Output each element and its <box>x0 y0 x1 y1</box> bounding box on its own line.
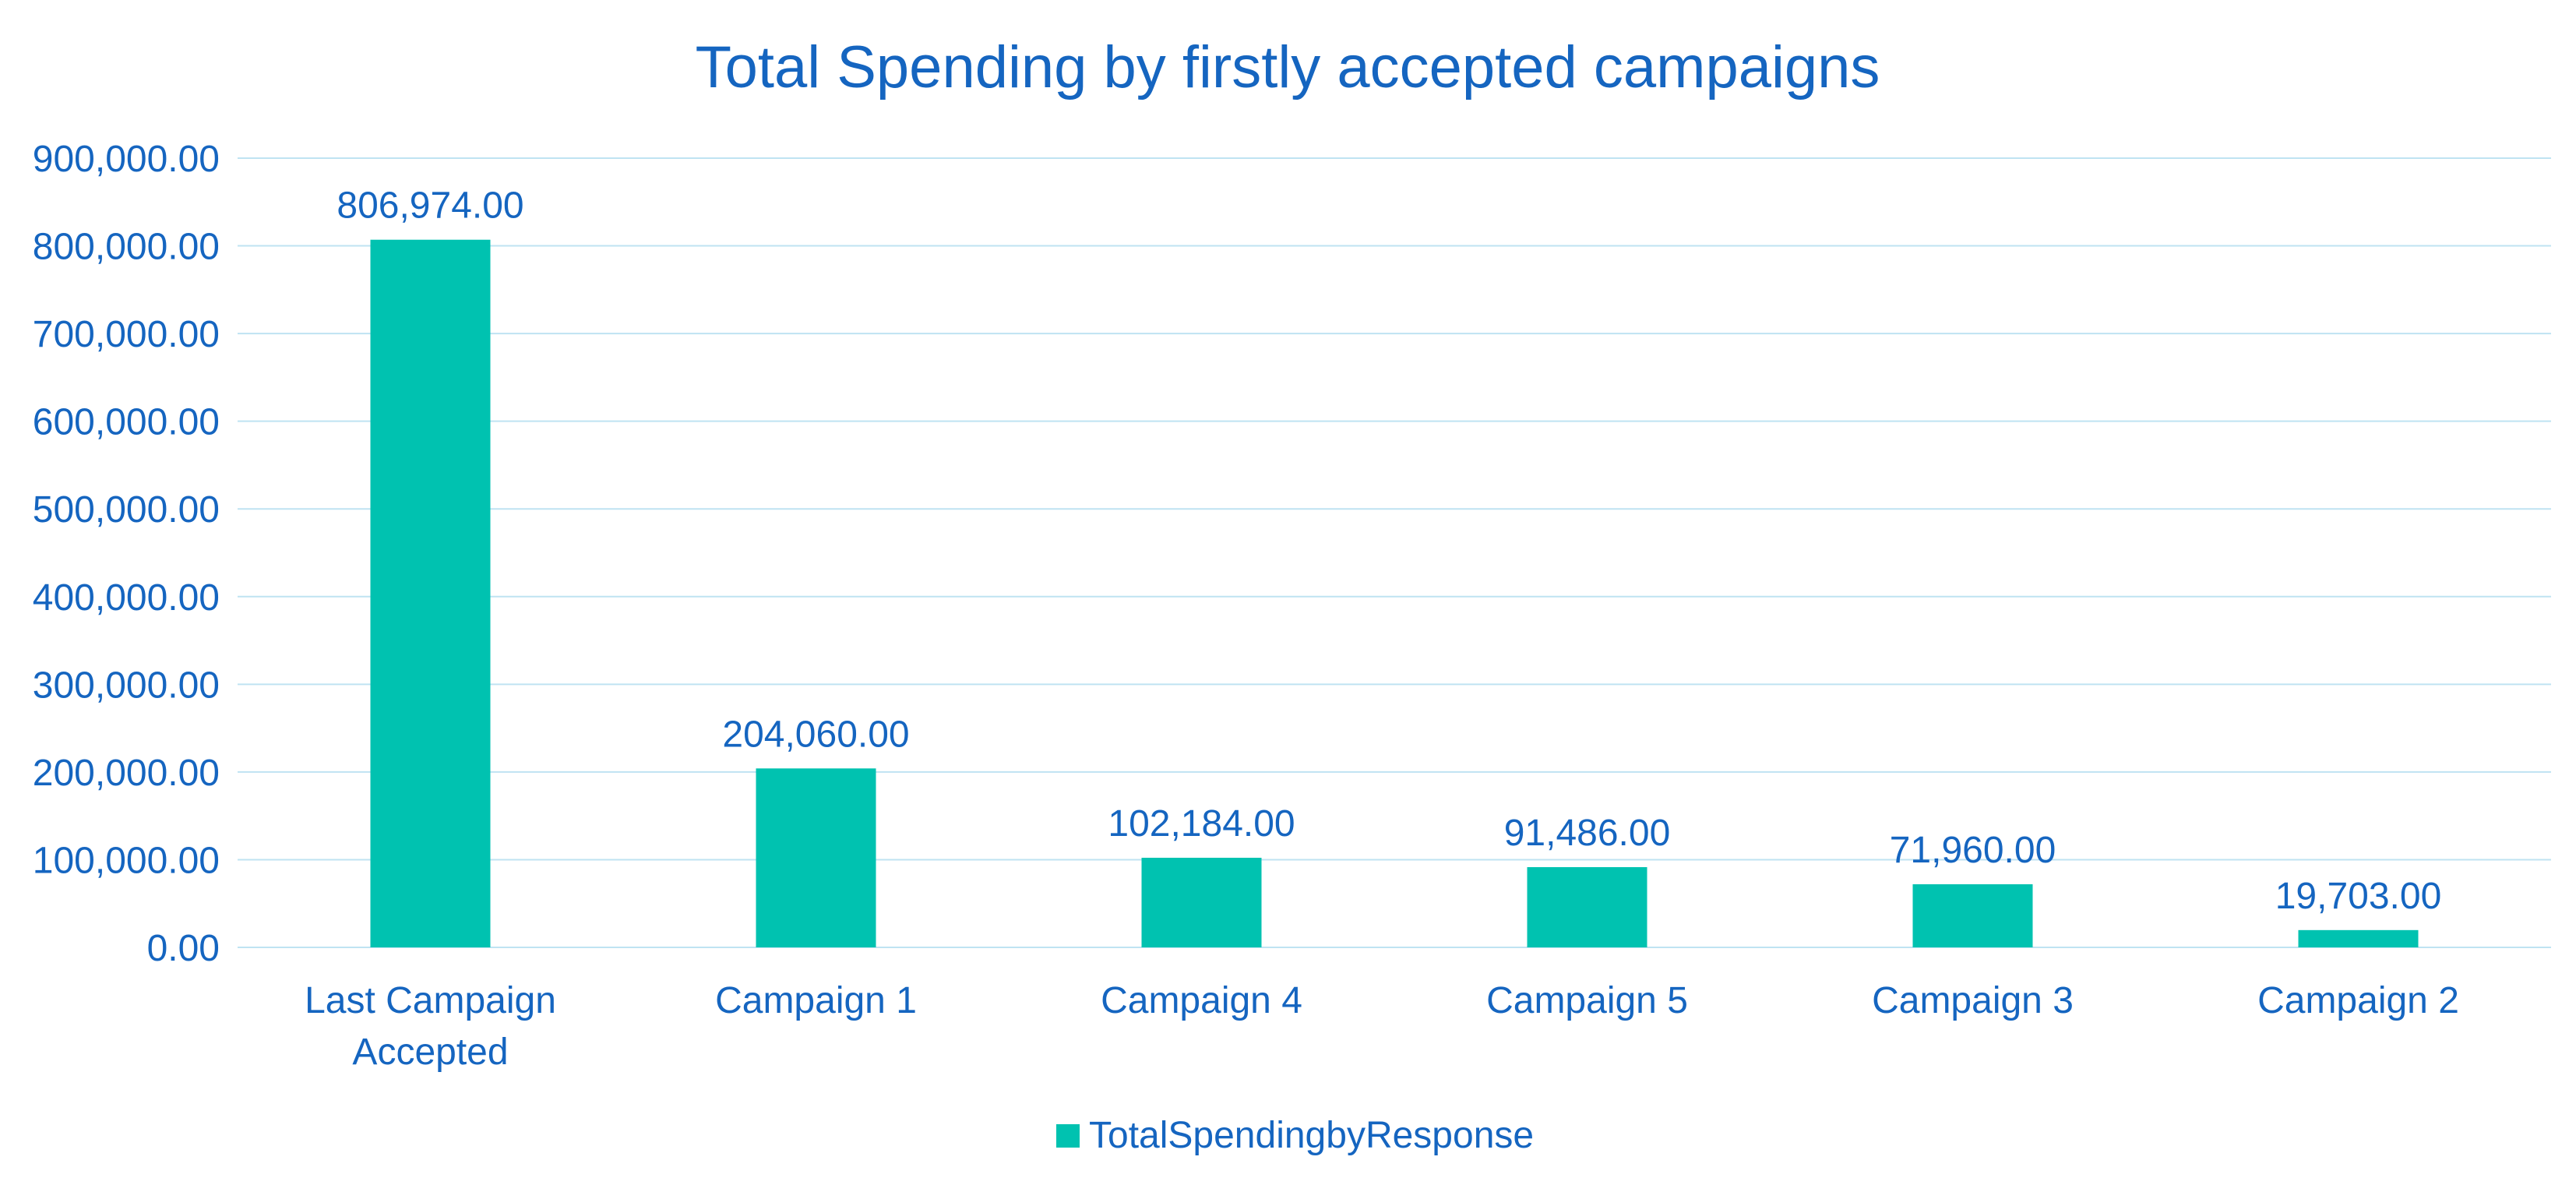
x-category-label: Last Campaign Accepted <box>305 980 556 1073</box>
data-label: 19,703.00 <box>2275 876 2442 917</box>
chart-title: Total Spending by firstly accepted campa… <box>696 34 1880 101</box>
y-tick-label: 500,000.00 <box>33 489 220 531</box>
bar <box>370 239 491 947</box>
y-tick-label: 200,000.00 <box>33 753 220 794</box>
bar <box>756 768 876 947</box>
y-tick-label: 700,000.00 <box>33 314 220 355</box>
gridlines <box>238 157 2551 948</box>
data-label: 806,974.00 <box>337 185 523 227</box>
bar <box>1141 857 1262 947</box>
y-axis-tick-labels: 0.00 100,000.00 200,000.00 300,000.00 400,00… <box>33 139 220 969</box>
bar <box>1912 884 2033 947</box>
x-category-label: Campaign 4 <box>1101 980 1302 1021</box>
y-tick-label: 0.00 <box>147 928 220 969</box>
bars <box>370 239 2419 947</box>
y-tick-label: 100,000.00 <box>33 840 220 881</box>
y-tick-label: 800,000.00 <box>33 227 220 268</box>
x-category-label: Campaign 3 <box>1872 980 2074 1021</box>
x-axis-category-labels: Last Campaign Accepted Campaign 1 Campaign … <box>305 980 2459 1073</box>
y-tick-label: 400,000.00 <box>33 577 220 619</box>
x-category-label: Campaign 2 <box>2257 980 2459 1021</box>
x-category-label: Campaign 5 <box>1486 980 1688 1021</box>
data-label: 91,486.00 <box>1504 813 1671 854</box>
data-label: 102,184.00 <box>1108 803 1295 845</box>
legend-label: TotalSpendingbyResponse <box>1089 1115 1534 1156</box>
data-labels: 806,974.00 204,060.00 102,184.00 91,486.00 7… <box>337 185 2441 917</box>
y-tick-label: 600,000.00 <box>33 402 220 443</box>
legend-swatch <box>1056 1124 1080 1148</box>
bar <box>2298 929 2419 947</box>
x-category-label: Campaign 1 <box>715 980 917 1021</box>
data-label: 204,060.00 <box>722 714 909 755</box>
y-tick-label: 300,000.00 <box>33 665 220 706</box>
legend: TotalSpendingbyResponse <box>1056 1115 1534 1156</box>
y-tick-label: 900,000.00 <box>33 139 220 180</box>
data-label: 71,960.00 <box>1890 830 2056 871</box>
bar <box>1527 867 1647 947</box>
